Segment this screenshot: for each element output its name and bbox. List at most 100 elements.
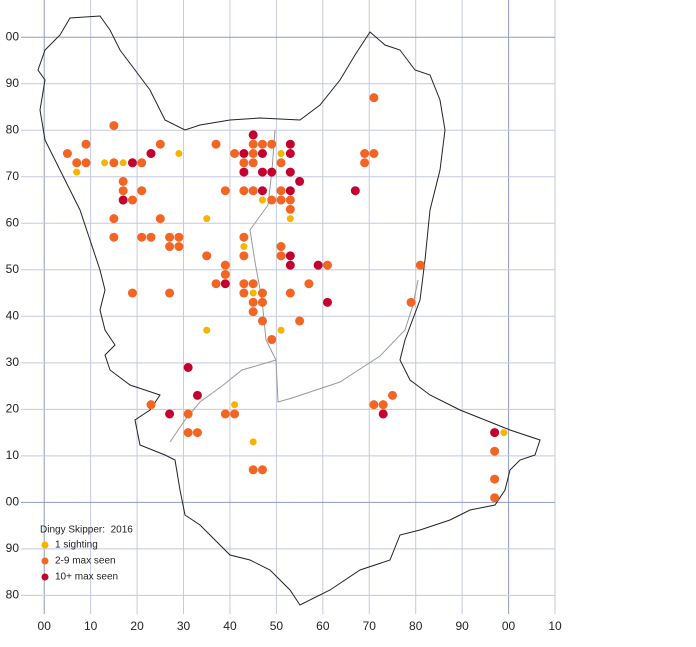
record-dot [267, 335, 277, 345]
record-dot [360, 158, 370, 168]
record-dot [220, 409, 230, 419]
record-dot [248, 186, 258, 196]
record-dot [415, 260, 425, 270]
x-tick-label: 40 [223, 619, 237, 633]
legend-marker [41, 557, 49, 565]
legend: Dingy Skipper: 2016 1 sighting 2-9 max se… [40, 525, 133, 583]
record-dot [155, 139, 165, 149]
record-dot [81, 139, 91, 149]
record-dot [203, 215, 211, 223]
record-dot [267, 195, 277, 205]
record-dot [276, 158, 286, 168]
record-dot [276, 251, 286, 261]
record-dot [369, 93, 379, 103]
y-tick-label: 60 [6, 215, 20, 229]
record-dot [267, 139, 277, 149]
record-dot [118, 195, 128, 205]
record-dot [239, 288, 249, 298]
record-dot [174, 242, 184, 252]
record-dot [286, 215, 294, 223]
record-dot [369, 149, 379, 158]
record-dot [360, 149, 370, 158]
record-dot [165, 242, 175, 252]
record-dot [137, 186, 147, 196]
record-dot [258, 196, 266, 204]
x-tick-label: 00 [502, 619, 516, 633]
record-dot [118, 186, 128, 196]
record-dot [257, 167, 267, 177]
record-dot [240, 243, 248, 251]
record-dot [369, 400, 379, 410]
record-dot [248, 149, 258, 158]
x-tick-label: 10 [548, 619, 562, 633]
record-dot [183, 409, 193, 419]
record-dot [257, 465, 267, 475]
record-dot [127, 195, 137, 205]
record-dot [165, 288, 175, 298]
record-dot [249, 438, 257, 446]
record-dot [378, 409, 388, 419]
record-dot [285, 186, 295, 196]
y-tick-label: 00 [6, 495, 20, 509]
y-tick-label: 50 [6, 262, 20, 276]
record-dot [257, 186, 267, 196]
record-dot [230, 149, 240, 158]
record-dot [500, 429, 508, 437]
record-dot [220, 186, 230, 196]
record-dot [285, 204, 295, 214]
record-dot [127, 288, 137, 298]
record-dot [239, 279, 249, 289]
record-dot [248, 279, 258, 289]
record-dot [285, 149, 295, 158]
record-dot [276, 242, 286, 252]
legend-label: 10+ max seen [55, 572, 118, 583]
record-dot [137, 158, 147, 168]
record-dot [248, 130, 258, 140]
record-dot [295, 176, 305, 186]
record-dot [387, 390, 397, 400]
legend-title: Dingy Skipper: 2016 [40, 525, 133, 536]
grid: 00 10 20 30 40 50 60 70 80 90 00 10 80 90 00 10 20 30 40 50… [6, 0, 562, 633]
record-dot [313, 260, 323, 270]
record-dot [73, 168, 81, 176]
legend-label: 1 sighting [55, 540, 98, 551]
record-dot [257, 139, 267, 149]
record-dot [101, 159, 109, 167]
record-dot [109, 214, 119, 224]
record-dot [146, 232, 156, 242]
legend-label: 2-9 max seen [55, 556, 116, 567]
y-tick-label: 70 [6, 169, 20, 183]
y-tick-label: 20 [6, 402, 20, 416]
record-dot [109, 232, 119, 242]
record-dot [257, 288, 267, 298]
x-tick-label: 20 [130, 619, 144, 633]
record-dot [239, 186, 249, 196]
y-tick-label: 30 [6, 355, 20, 369]
record-dot [231, 401, 239, 409]
record-dot [248, 139, 258, 149]
record-dot [239, 149, 249, 158]
y-tick-label: 00 [6, 29, 20, 43]
record-dot [285, 251, 295, 261]
record-dot [285, 195, 295, 205]
record-dot [277, 150, 285, 157]
record-dot [203, 326, 211, 334]
district-boundary [169, 359, 277, 443]
x-tick-label: 90 [455, 619, 469, 633]
record-dot [183, 362, 193, 372]
record-dot [490, 474, 500, 484]
y-tick-label: 90 [6, 76, 20, 90]
y-tick-label: 80 [6, 588, 20, 602]
record-dot [378, 400, 388, 410]
x-tick-label: 80 [409, 619, 423, 633]
record-dot [175, 150, 183, 157]
record-dot [220, 269, 230, 279]
y-tick-label: 90 [6, 541, 20, 555]
record-dot [146, 149, 156, 158]
record-dot [155, 214, 165, 224]
y-tick-label: 80 [6, 122, 20, 136]
record-dot [174, 232, 184, 242]
record-dot [119, 159, 127, 167]
points [62, 93, 508, 503]
